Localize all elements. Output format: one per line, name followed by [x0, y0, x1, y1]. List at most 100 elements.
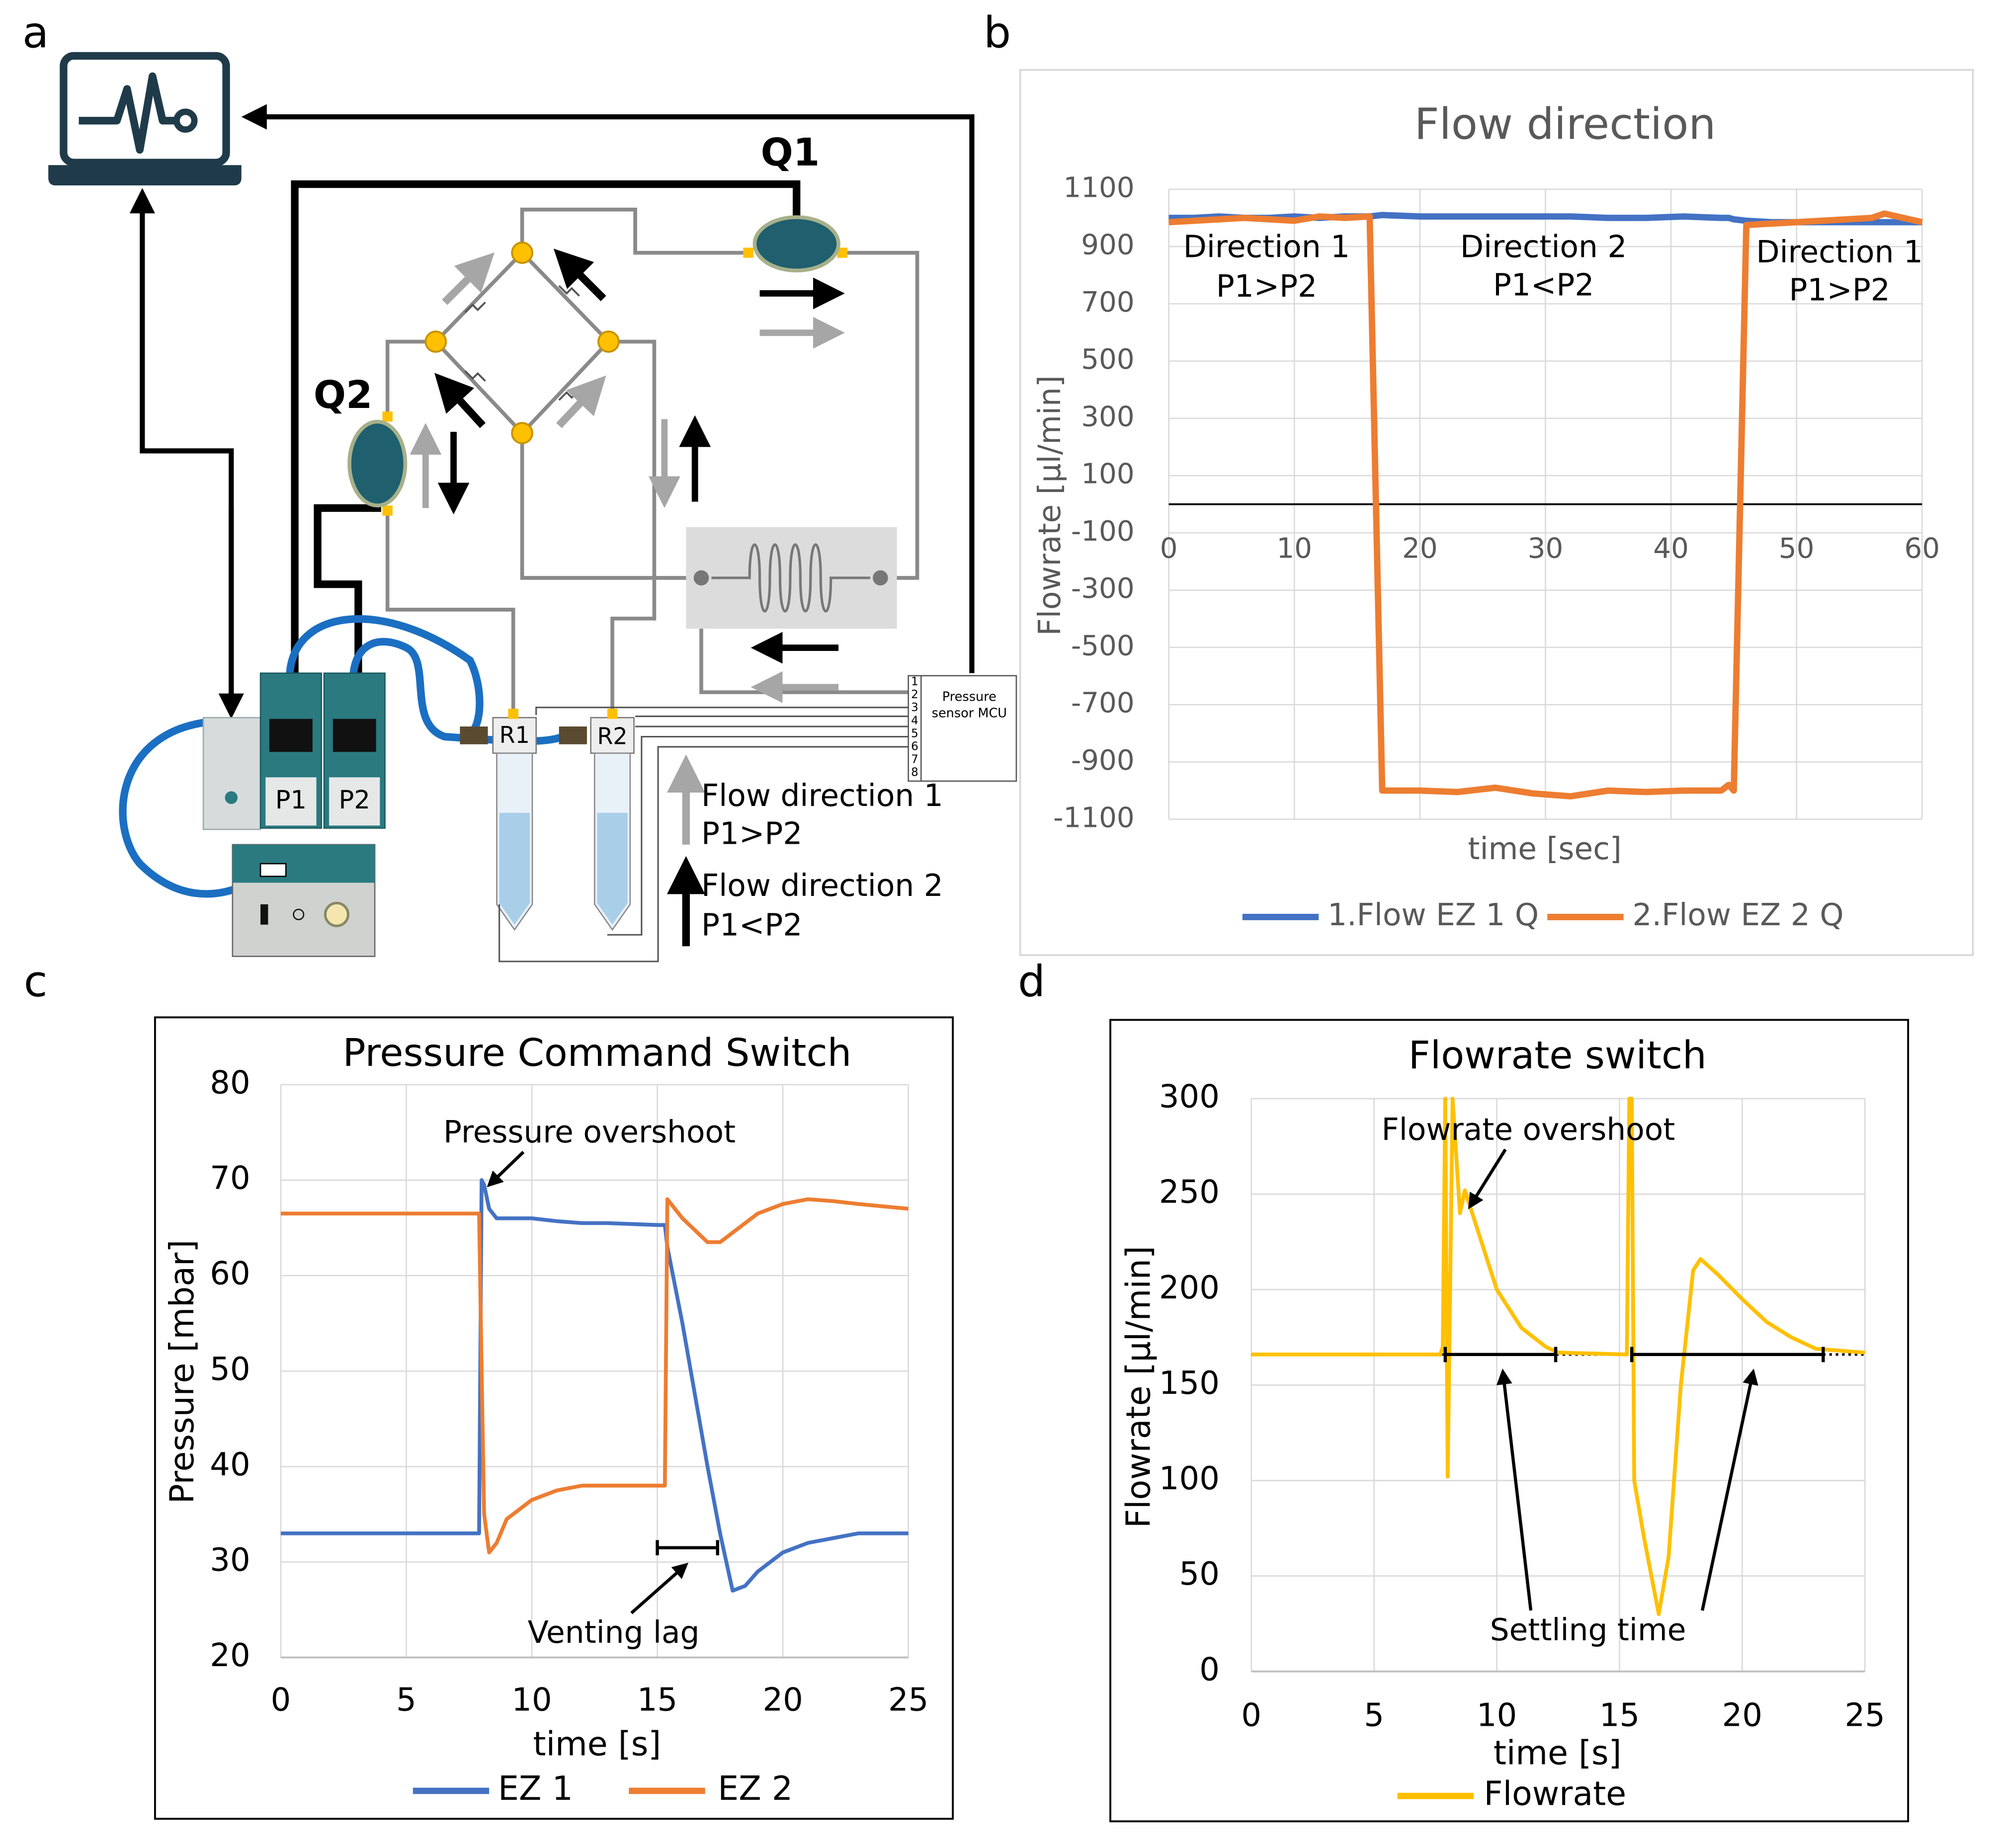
y-tick-label: 100: [1159, 1460, 1220, 1497]
series-line: [280, 1178, 909, 1593]
valve: [558, 285, 580, 297]
y-tick-label: 100: [1081, 458, 1134, 490]
x-tick-label: 50: [1779, 532, 1815, 564]
flow-sensor: [347, 419, 408, 508]
junction: [597, 330, 620, 353]
flow-arrow: [442, 252, 495, 305]
setup-diagram: Q1 Q2 P1 P2 R1 R2 Pressure sensor MCU 12…: [48, 52, 1017, 963]
annotation: Venting lag: [528, 1615, 700, 1650]
valve: [464, 301, 486, 314]
y-tick-label: 250: [1159, 1174, 1220, 1211]
connector: [607, 709, 618, 719]
legend-label: 1.Flow EZ 1 Q: [1328, 897, 1539, 933]
tube: [385, 339, 436, 419]
port-number: 1: [911, 675, 918, 688]
tube: [520, 433, 702, 580]
annotation: Pressure overshoot: [443, 1115, 736, 1150]
connector: [382, 505, 393, 516]
y-tick-label: 0: [1199, 1651, 1220, 1688]
annotation: P1<P2: [1493, 267, 1594, 303]
flow-arrow: [434, 373, 486, 428]
junction: [511, 241, 533, 264]
interval-bar: [656, 1540, 719, 1555]
x-tick-label: 20: [1722, 1697, 1762, 1734]
pump-panel: [265, 777, 317, 826]
junction: [424, 330, 447, 353]
chart-title: Flow direction: [1414, 99, 1716, 150]
panel-label: a: [22, 7, 49, 58]
air-tube: [119, 718, 237, 898]
signal-line: [241, 104, 975, 673]
x-tick-label: 30: [1528, 532, 1564, 564]
legend-label: EZ 1: [498, 1769, 573, 1808]
y-tick-label: -100: [1071, 515, 1135, 548]
serpentine: [711, 543, 870, 613]
x-tick-label: 25: [1845, 1697, 1885, 1734]
pump-panel: [329, 777, 380, 826]
legend-text: Flow direction 2: [701, 868, 943, 903]
x-tick-label: 5: [396, 1682, 416, 1719]
legend-label: EZ 2: [718, 1769, 793, 1808]
tube: [838, 250, 919, 580]
y-tick-label: -900: [1071, 744, 1135, 777]
y-tick-label: -1100: [1053, 802, 1134, 834]
annotation: P1>P2: [1789, 272, 1890, 308]
x-tick-label: 20: [762, 1682, 803, 1719]
x-tick-label: 15: [637, 1682, 677, 1719]
panel-label: c: [24, 957, 48, 1007]
chart: Pressure Command Switch 20 30 40 50 60 70 80 0 5 1…: [154, 1016, 954, 1820]
tube: [385, 508, 515, 714]
port-number: 2: [911, 688, 918, 701]
interval-bar: [1443, 1347, 1558, 1363]
p2-label: P2: [339, 786, 370, 815]
mcu-label: Pressure: [942, 689, 996, 704]
y-tick-label: 700: [1081, 286, 1134, 319]
connector: [508, 709, 518, 719]
controller-top: [232, 844, 375, 883]
flow-arrow: [553, 248, 606, 302]
air-tube: [286, 615, 484, 737]
port-number: 5: [911, 727, 918, 740]
y-axis-label: Flowrate [µl/min]: [1119, 1246, 1158, 1528]
y-axis-label: Flowrate [µl/min]: [1032, 375, 1068, 636]
chart: Flowrate switch 0 50 100 150 200 250 300 0 5 10 15 2…: [1109, 1019, 1909, 1823]
controller-display: [259, 863, 287, 877]
q1-label: Q1: [761, 131, 820, 175]
chart: Flow direction -1100 -900 -700 -500 -300 -100 1…: [1019, 69, 1974, 957]
annotation-arrow: [1496, 1368, 1533, 1611]
annotation: P1>P2: [1216, 269, 1317, 304]
x-tick-label: 15: [1599, 1697, 1640, 1734]
flow-sensor: [752, 215, 840, 273]
mcu-ports: [908, 675, 922, 782]
q1-cable: [291, 180, 801, 676]
legend-text: P1<P2: [701, 907, 802, 943]
x-tick-label: 10: [511, 1682, 552, 1719]
knob: [225, 791, 238, 804]
chart-frame: [154, 1016, 954, 1820]
y-tick-label: 40: [210, 1446, 250, 1483]
annotation: Direction 2: [1460, 230, 1627, 265]
laptop-base: [48, 165, 242, 186]
annotation: Settling time: [1490, 1612, 1686, 1648]
y-tick-label: 300: [1081, 401, 1134, 433]
annotation-arrow: [487, 1151, 525, 1188]
connector: [837, 247, 847, 258]
r1-label: R1: [499, 722, 530, 748]
port-number: 6: [911, 740, 918, 753]
chart-title: Pressure Command Switch: [343, 1031, 852, 1075]
x-tick-label: 10: [1477, 1697, 1517, 1734]
x-tick-label: 10: [1276, 532, 1312, 564]
port-number: 4: [911, 714, 918, 727]
y-tick-label: 50: [1179, 1556, 1220, 1593]
x-axis-label: time [sec]: [1468, 831, 1622, 867]
p1-label: P1: [275, 786, 307, 815]
sensor-wire: [535, 707, 909, 716]
x-tick-label: 0: [1241, 1697, 1261, 1734]
x-tick-label: 0: [1160, 532, 1178, 564]
mcu-label: sensor MCU: [932, 706, 1007, 721]
legend-text: P1>P2: [701, 816, 802, 851]
controller-port: [293, 908, 305, 920]
y-tick-label: -500: [1071, 630, 1135, 662]
x-tick-label: 0: [271, 1682, 291, 1719]
